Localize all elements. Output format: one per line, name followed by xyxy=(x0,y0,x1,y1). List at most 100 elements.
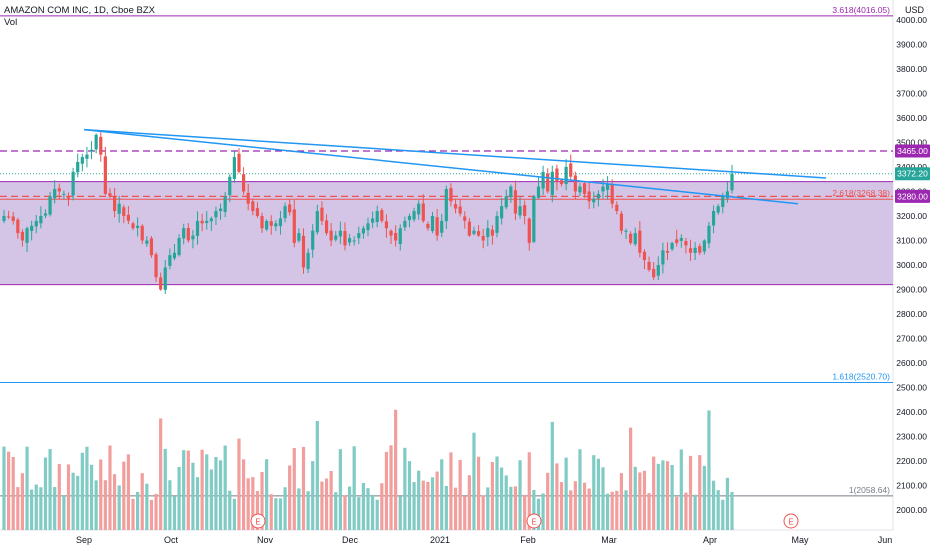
candle-body xyxy=(191,235,195,240)
candle-body xyxy=(656,265,660,276)
candle-body xyxy=(99,136,103,155)
candle-body xyxy=(629,233,633,243)
volume-bar xyxy=(361,483,365,530)
volume-bar xyxy=(619,473,624,530)
candle-body xyxy=(154,254,158,278)
candle-body xyxy=(638,230,642,253)
earnings-marker[interactable] xyxy=(526,513,542,529)
volume-bar xyxy=(458,459,462,530)
candle-body xyxy=(652,268,656,278)
y-tick-label: 2700.00 xyxy=(896,334,927,344)
candle-body xyxy=(725,191,729,199)
candle-body xyxy=(559,180,564,185)
volume-bar xyxy=(624,490,628,530)
volume-bar xyxy=(486,487,490,530)
fib-level-label: 1(2058.64) xyxy=(849,485,890,495)
price-badge-label: 3280.00 xyxy=(897,191,928,201)
volume-bar xyxy=(343,495,347,530)
candle-body xyxy=(48,196,52,215)
y-tick-label: 3600.00 xyxy=(896,113,927,123)
y-tick-label: 2800.00 xyxy=(896,309,927,319)
candle-body xyxy=(39,215,43,224)
candle-body xyxy=(380,210,384,221)
earnings-marker[interactable] xyxy=(783,513,799,529)
candle-body xyxy=(698,246,702,253)
volume-bar xyxy=(269,494,273,530)
candle-body xyxy=(582,183,587,194)
candle-body xyxy=(214,211,218,218)
candle-body xyxy=(536,186,541,198)
candle-body xyxy=(338,230,342,237)
volume-bar xyxy=(89,464,94,530)
volume-bar xyxy=(693,494,697,530)
volume-bar xyxy=(39,487,43,530)
candle-body xyxy=(16,219,20,234)
volume-bar xyxy=(292,447,296,530)
volume-bar xyxy=(237,438,241,530)
candle-body xyxy=(587,191,591,202)
candle-body xyxy=(375,211,379,223)
candle-body xyxy=(679,238,683,241)
candle-body xyxy=(407,215,412,221)
volume-bar xyxy=(246,478,250,530)
candle-body xyxy=(421,203,425,221)
volume-bar xyxy=(384,451,389,530)
volume-bar xyxy=(214,456,218,530)
volume-bar xyxy=(288,465,292,530)
candle-body xyxy=(311,230,315,250)
candle-body xyxy=(426,223,430,229)
candle-body xyxy=(440,220,444,233)
volume-bar xyxy=(698,455,702,530)
trend-line[interactable] xyxy=(83,128,799,205)
volume-bar xyxy=(16,487,20,530)
volume-bar xyxy=(536,498,541,530)
y-tick-label: 3400.00 xyxy=(896,162,927,172)
volume-bar xyxy=(94,480,98,530)
candle-body xyxy=(103,156,107,194)
candle-body xyxy=(274,223,278,227)
volume-bar xyxy=(490,462,495,530)
candle-body xyxy=(527,218,531,243)
candle-body xyxy=(449,188,453,202)
candle-body xyxy=(707,225,711,244)
candle-body xyxy=(619,213,624,231)
candle-body xyxy=(320,207,324,221)
x-tick-label: Jun xyxy=(878,535,893,545)
candle-body xyxy=(435,217,439,236)
candle-body xyxy=(265,220,269,230)
candle-body xyxy=(532,196,536,242)
candle-body xyxy=(126,214,131,221)
earnings-marker[interactable] xyxy=(250,513,266,529)
volume-bar xyxy=(329,471,333,530)
candle-body xyxy=(513,190,518,214)
volume-bar xyxy=(57,464,61,530)
trend-line[interactable] xyxy=(83,128,827,179)
volume-bar xyxy=(311,461,315,530)
candle-body xyxy=(11,216,15,221)
candle-body xyxy=(564,166,568,185)
candle-body xyxy=(463,216,467,221)
volume-bar xyxy=(218,460,223,530)
volume-bar xyxy=(149,499,154,530)
candle-body xyxy=(711,211,716,226)
volume-bar xyxy=(25,446,29,530)
candle-body xyxy=(89,149,94,152)
volume-bar xyxy=(209,469,213,530)
x-tick-label: Feb xyxy=(520,535,536,545)
candle-body xyxy=(159,277,163,290)
candle-body xyxy=(601,186,605,192)
volume-bar xyxy=(315,421,319,530)
volume-bar xyxy=(513,486,518,530)
candle-body xyxy=(53,188,57,199)
volume-label: Vol xyxy=(4,17,18,28)
candle-body xyxy=(467,221,471,236)
y-tick-label: 2100.00 xyxy=(896,481,927,491)
volume-bar xyxy=(205,454,209,530)
volume-bar xyxy=(679,449,683,530)
volume-bar xyxy=(629,427,633,530)
volume-bar xyxy=(11,457,15,530)
volume-bar xyxy=(472,432,476,530)
volume-bar xyxy=(647,493,651,530)
volume-bar xyxy=(725,477,729,530)
